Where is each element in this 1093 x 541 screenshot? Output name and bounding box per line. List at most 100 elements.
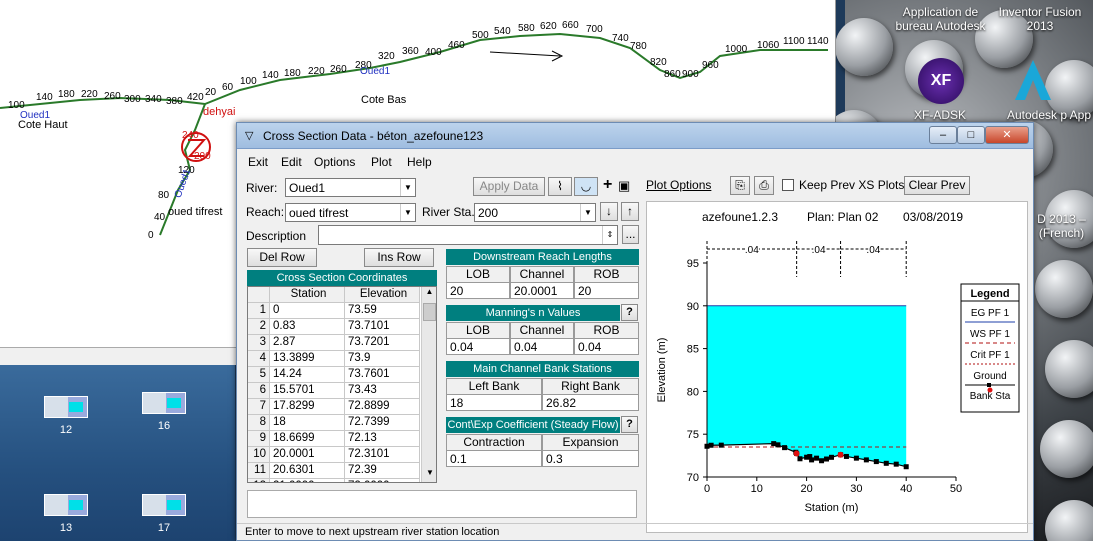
elevation-cell[interactable]: 72.0000 (345, 479, 420, 482)
scroll-thumb[interactable] (423, 303, 436, 321)
elevation-cell[interactable]: 72.13 (345, 431, 420, 447)
table-row[interactable]: 5 14.24 73.7601 (248, 367, 420, 383)
xs-coordinates-grid[interactable]: Station Elevation 1 0 73.59 2 0.83 73.7101 3 2.… (247, 286, 437, 483)
up-station-button[interactable]: ↑ (621, 202, 639, 221)
station-cell[interactable]: 17.8299 (270, 399, 345, 415)
right-bank-input[interactable]: 26.82 (542, 394, 639, 411)
menu-exit[interactable]: Exit (248, 155, 269, 169)
river-schematic[interactable] (0, 0, 836, 347)
desktop-file-icon[interactable]: 12 (36, 396, 96, 436)
scroll-down-icon[interactable]: ▼ (426, 468, 434, 477)
station-cell[interactable]: 13.3899 (270, 351, 345, 367)
ins-row-button[interactable]: Ins Row (364, 248, 434, 267)
mannings-lob-input[interactable]: 0.04 (446, 338, 510, 355)
table-row[interactable]: 6 15.5701 73.43 (248, 383, 420, 399)
mannings-rob-input[interactable]: 0.04 (574, 338, 639, 355)
chevron-down-icon[interactable]: ▼ (400, 204, 415, 221)
plot-options-link[interactable]: Plot Options (646, 178, 712, 192)
downstream-lob-input[interactable]: 20 (446, 282, 510, 299)
desktop-file-icon[interactable]: 17 (134, 494, 194, 534)
reach-select[interactable]: oued tifrest ▼ (285, 203, 416, 222)
xs-edit-icon-button[interactable]: ⌇ (548, 177, 572, 196)
desktop-file-icon[interactable]: 16 (134, 392, 194, 432)
grid-scrollbar[interactable]: ▲ ▼ (421, 287, 436, 482)
table-row[interactable]: 11 20.6301 72.39 (248, 463, 420, 479)
down-station-button[interactable]: ↓ (600, 202, 618, 221)
elevation-cell[interactable]: 73.43 (345, 383, 420, 399)
keep-prev-checkbox[interactable] (782, 179, 794, 191)
desktop-icon-autodesk-app2[interactable]: Autodesk p App (1006, 108, 1092, 122)
table-row[interactable]: 2 0.83 73.7101 (248, 319, 420, 335)
elevation-cell[interactable]: 72.39 (345, 463, 420, 479)
mannings-channel-input[interactable]: 0.04 (510, 338, 574, 355)
expansion-input[interactable]: 0.3 (542, 450, 639, 467)
maximize-button[interactable]: □ (957, 126, 985, 144)
dialog-titlebar[interactable]: ▽ Cross Section Data - béton_azefoune123… (237, 123, 1033, 149)
table-row[interactable]: 9 18.6699 72.13 (248, 431, 420, 447)
chevron-down-icon[interactable]: ▼ (580, 204, 595, 221)
table-row[interactable]: 3 2.87 73.7201 (248, 335, 420, 351)
notes-box[interactable] (247, 490, 637, 518)
river-station-select[interactable]: 200 ▼ (474, 203, 596, 222)
elevation-cell[interactable]: 72.3101 (345, 447, 420, 463)
elevation-cell[interactable]: 73.9 (345, 351, 420, 367)
xs-view-icon-button[interactable]: ◡ (574, 177, 598, 196)
cross-section-plot[interactable]: azefoune1.2.3 Plan: Plan 02 03/08/2019 70 75… (646, 201, 1028, 533)
camera-icon[interactable]: ▣ (618, 178, 631, 193)
table-row[interactable]: 8 18 72.7399 (248, 415, 420, 431)
desktop-file-icon[interactable]: 13 (36, 494, 96, 534)
cross-section-chart[interactable]: azefoune1.2.3 Plan: Plan 02 03/08/2019 70 75… (647, 202, 1027, 532)
minimize-button[interactable]: – (929, 126, 957, 144)
del-row-button[interactable]: Del Row (247, 248, 317, 267)
elevation-cell[interactable]: 73.7601 (345, 367, 420, 383)
mannings-help-button[interactable]: ? (621, 304, 638, 321)
elevation-cell[interactable]: 73.7201 (345, 335, 420, 351)
table-row[interactable]: 1221.000072.0000 (248, 479, 420, 482)
window-menu-icon[interactable]: ▽ (245, 130, 254, 142)
table-row[interactable]: 10 20.0001 72.3101 (248, 447, 420, 463)
desktop-icon-autodesk-app[interactable]: Application de bureau Autodesk (895, 5, 986, 33)
elevation-cell[interactable]: 73.7101 (345, 319, 420, 335)
menu-edit[interactable]: Edit (281, 155, 302, 169)
menu-plot[interactable]: Plot (371, 155, 392, 169)
clear-prev-button[interactable]: Clear Prev (904, 176, 970, 195)
elevation-cell[interactable]: 72.8899 (345, 399, 420, 415)
menu-help[interactable]: Help (407, 155, 432, 169)
river-select[interactable]: Oued1 ▼ (285, 178, 416, 197)
downstream-channel-input[interactable]: 20.0001 (510, 282, 574, 299)
contraction-input[interactable]: 0.1 (446, 450, 542, 467)
station-cell[interactable]: 18 (270, 415, 345, 431)
elevation-cell[interactable]: 72.7399 (345, 415, 420, 431)
copy-button[interactable]: ⎘ (730, 176, 750, 195)
scroll-icon[interactable]: ⇕ (602, 226, 617, 244)
close-button[interactable]: ✕ (985, 126, 1029, 144)
plus-icon[interactable]: + (603, 176, 613, 193)
station-cell[interactable]: 21.0000 (270, 479, 345, 482)
elevation-cell[interactable]: 73.59 (345, 303, 420, 319)
menu-options[interactable]: Options (314, 155, 356, 169)
table-row[interactable]: 7 17.8299 72.8899 (248, 399, 420, 415)
table-row[interactable]: 4 13.3899 73.9 (248, 351, 420, 367)
station-cell[interactable]: 14.24 (270, 367, 345, 383)
print-button[interactable]: ⎙ (754, 176, 774, 195)
coefficients-help-button[interactable]: ? (621, 416, 638, 433)
xf-adsk-icon[interactable]: XF (918, 58, 964, 104)
description-more-button[interactable]: ... (622, 225, 639, 244)
apply-data-button[interactable]: Apply Data (473, 177, 545, 196)
station-cell[interactable]: 20.0001 (270, 447, 345, 463)
station-cell[interactable]: 18.6699 (270, 431, 345, 447)
scroll-up-icon[interactable]: ▲ (425, 287, 434, 296)
station-cell[interactable]: 15.5701 (270, 383, 345, 399)
station-cell[interactable]: 20.6301 (270, 463, 345, 479)
table-row[interactable]: 1 0 73.59 (248, 303, 420, 319)
autodesk-logo-icon[interactable] (1013, 58, 1053, 102)
left-bank-input[interactable]: 18 (446, 394, 542, 411)
desktop-icon-inventor-fusion[interactable]: Inventor Fusion 2013 (998, 5, 1082, 33)
desktop-icon-autocad-french[interactable]: D 2013 – (French) (1037, 212, 1086, 240)
downstream-rob-input[interactable]: 20 (574, 282, 639, 299)
station-cell[interactable]: 0.83 (270, 319, 345, 335)
cross-section-dialog[interactable]: ▽ Cross Section Data - béton_azefoune123… (236, 122, 1034, 541)
station-cell[interactable]: 0 (270, 303, 345, 319)
chevron-down-icon[interactable]: ▼ (400, 179, 415, 196)
station-cell[interactable]: 2.87 (270, 335, 345, 351)
